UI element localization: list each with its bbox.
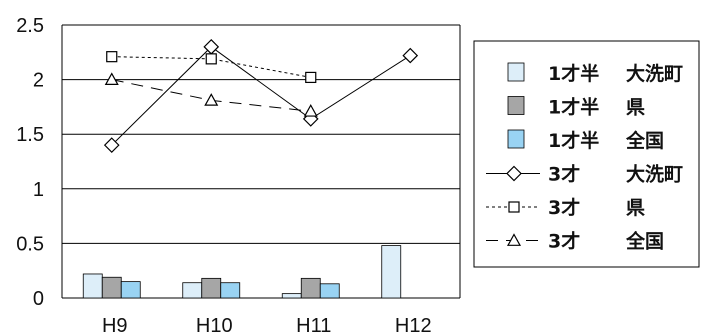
- y-tick-label: 2.5: [16, 15, 44, 37]
- x-tick-label: H10: [196, 315, 233, 336]
- bar: [120, 281, 141, 299]
- legend-label: 1才半: [548, 62, 599, 85]
- data-point: [204, 93, 219, 106]
- bar: [182, 282, 203, 299]
- y-tick-label: 1.5: [16, 124, 44, 146]
- data-point: [104, 72, 119, 86]
- legend-label: 県: [626, 197, 645, 219]
- bar: [220, 282, 241, 299]
- y-tick-label: 1: [33, 179, 44, 201]
- bar: [300, 277, 321, 299]
- bar: [82, 273, 103, 299]
- y-tick-label: 2: [33, 70, 44, 92]
- y-tick-label: 0: [33, 288, 44, 310]
- legend-label: 大洗町: [626, 163, 683, 186]
- legend-marker: [506, 165, 522, 182]
- legend-swatch: [507, 96, 525, 115]
- legend-label: 県: [626, 97, 645, 119]
- bar-series: [82, 245, 402, 299]
- data-point: [303, 104, 318, 117]
- data-point: [106, 51, 118, 63]
- legend-swatch: [507, 129, 525, 149]
- legend-label: 大洗町: [626, 62, 683, 85]
- legend-label: 3才: [548, 196, 580, 219]
- x-axis-ticks: H9 H10 H11 H12: [102, 315, 432, 336]
- legend-marker: [506, 233, 522, 246]
- y-tick-label: 0.5: [16, 233, 44, 255]
- legend-label: 3才: [548, 230, 580, 253]
- legend-label: 全国: [625, 129, 664, 152]
- legend-marker: [508, 201, 520, 213]
- bar: [319, 283, 340, 299]
- gridlines: [61, 24, 461, 299]
- data-point: [305, 71, 317, 84]
- x-tick-label: H9: [102, 315, 128, 336]
- legend-label: 1才半: [548, 96, 599, 119]
- legend-label: 1才半: [548, 129, 599, 152]
- bar: [281, 293, 302, 299]
- bar: [101, 276, 122, 299]
- data-point: [103, 137, 120, 153]
- legend-swatch: [507, 62, 525, 82]
- bar: [381, 245, 402, 299]
- line-series: [103, 38, 419, 153]
- data-point: [402, 47, 419, 64]
- series-line: [111, 46, 411, 146]
- x-tick-label: H12: [395, 315, 432, 336]
- y-axis-ticks: 0 0.5 1 1.5 2 2.5: [16, 15, 44, 310]
- legend-label: 3才: [548, 163, 580, 186]
- data-point: [205, 53, 217, 65]
- legend-label: 全国: [625, 230, 664, 253]
- bar: [201, 277, 222, 299]
- x-tick-label: H11: [296, 315, 331, 336]
